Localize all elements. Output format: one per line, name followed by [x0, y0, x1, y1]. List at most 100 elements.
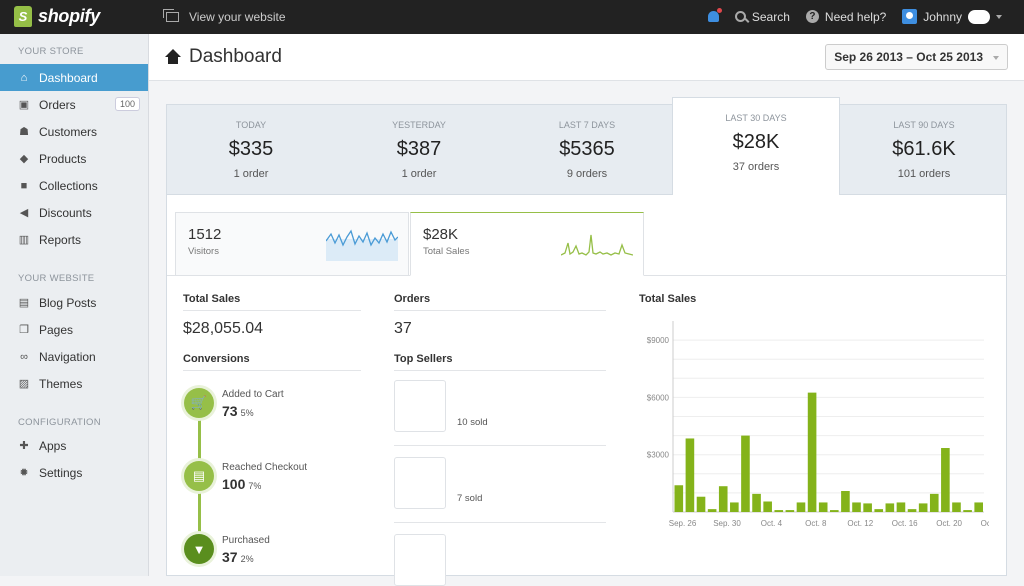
stat-label: TODAY	[235, 120, 267, 130]
chart-bar	[841, 490, 850, 512]
sidebar-item-products[interactable]: ◆ Products	[0, 145, 148, 172]
image-icon: ▨	[18, 378, 30, 390]
stat-label: YESTERDAY	[392, 120, 446, 130]
sidebar-item-pages[interactable]: ❐ Pages	[0, 316, 148, 343]
x-tick-label: Oct. 24	[981, 519, 989, 528]
x-tick-label: Oct. 20	[936, 519, 962, 528]
product-thumbnail[interactable]	[394, 457, 446, 509]
sidebar-section-title: YOUR STORE	[18, 46, 84, 57]
conversion-name: Reached Checkout	[222, 462, 308, 473]
sidebar-item-reports[interactable]: ▥ Reports	[0, 226, 148, 253]
search-button[interactable]: Search	[734, 10, 790, 24]
sidebar-item-customers[interactable]: ☗ Customers	[0, 118, 148, 145]
conversion-name: Added to Cart	[222, 389, 284, 400]
sidebar-item-label: Customers	[39, 124, 98, 139]
customers-icon: ☗	[19, 126, 29, 138]
sidebar-section-title: CONFIGURATION	[18, 417, 101, 428]
chart-bar	[907, 509, 917, 512]
conversion-value: 73 5%	[222, 403, 254, 419]
shopify-logo[interactable]: shopify	[14, 6, 100, 27]
product-thumbnail[interactable]	[394, 534, 446, 586]
chart-bar	[796, 502, 806, 512]
sidebar-item-label: Orders	[39, 97, 76, 112]
sidebar-item-discounts[interactable]: ◀ Discounts	[0, 199, 148, 226]
stat-orders: 9 orders	[566, 168, 608, 180]
sidebar-item-orders[interactable]: ▣ Orders 100	[0, 91, 148, 118]
sidebar-item-label: Discounts	[39, 205, 92, 220]
sidebar-item-label: Apps	[39, 438, 67, 453]
view-website-link[interactable]: View your website	[163, 9, 286, 24]
chart-bar	[752, 493, 761, 512]
chart-bar	[874, 509, 884, 512]
sidebar-item-label: Pages	[39, 322, 74, 337]
date-range-picker[interactable]: Sep 26 2013 – Oct 25 2013	[825, 44, 1008, 70]
sidebar-item-apps[interactable]: ✚ Apps	[0, 432, 148, 459]
chart-bar	[785, 510, 795, 512]
x-tick-label: Oct. 16	[892, 519, 918, 528]
help-label: Need help?	[824, 9, 887, 24]
chart-bar	[830, 510, 839, 512]
avatar	[902, 9, 918, 24]
stat-last-30-days[interactable]: LAST 30 DAYS $28K 37 orders	[672, 97, 840, 197]
stat-value: $387	[396, 138, 442, 160]
orders-value: 37	[394, 320, 412, 337]
collections-icon: ■	[20, 179, 28, 192]
tab-visitors[interactable]: 1512 Visitors	[175, 212, 409, 276]
chart-bar	[741, 435, 750, 512]
stat-last-90-days[interactable]: LAST 90 DAYS $61.6K 101 orders	[840, 105, 1008, 196]
product-thumbnail[interactable]	[394, 380, 446, 432]
sidebar-item-settings[interactable]: ✹ Settings	[0, 459, 148, 486]
sidebar: YOUR STORE ⌂ Dashboard ▣ Orders 100 ☗ Cu…	[0, 34, 149, 576]
stat-orders: 37 orders	[732, 161, 780, 173]
chart-bar	[952, 502, 961, 512]
conversion-pct: 2%	[240, 554, 254, 564]
sidebar-item-dashboard[interactable]: ⌂ Dashboard	[0, 64, 148, 91]
register-icon: ▤	[184, 461, 214, 491]
chart-bar	[852, 502, 861, 512]
chart-bar	[763, 501, 772, 512]
x-tick-label: Oct. 4	[761, 519, 783, 528]
stat-yesterday[interactable]: YESTERDAY $387 1 order	[335, 105, 503, 196]
sidebar-item-label: Navigation	[39, 349, 96, 364]
chart-bar	[818, 502, 828, 512]
tab-total-sales[interactable]: $28K Total Sales	[410, 212, 644, 276]
divider	[183, 370, 361, 371]
chart-bar	[685, 438, 695, 512]
sidebar-item-blog-posts[interactable]: ▤ Blog Posts	[0, 289, 148, 316]
tab-value: $28K	[423, 226, 459, 243]
stat-last-7-days[interactable]: LAST 7 DAYS $5365 9 orders	[503, 105, 671, 196]
help-button[interactable]: ? Need help?	[805, 9, 887, 24]
link-icon: ∞	[20, 350, 28, 363]
sidebar-item-themes[interactable]: ▨ Themes	[0, 370, 148, 397]
chart-bar	[807, 392, 817, 512]
external-window-icon	[163, 9, 179, 22]
conversion-count: 100	[222, 476, 246, 492]
product-sold-count: 7 sold	[457, 493, 483, 504]
chart-bar	[974, 502, 983, 512]
sidebar-item-collections[interactable]: ■ Collections	[0, 172, 148, 199]
shopping-bag-icon	[14, 6, 32, 27]
sidebar-item-navigation[interactable]: ∞ Navigation	[0, 343, 148, 370]
question-icon: ?	[805, 10, 819, 23]
sidebar-section-title: YOUR WEBSITE	[18, 273, 95, 284]
chart-bar	[963, 510, 972, 512]
divider	[394, 310, 606, 311]
divider	[394, 370, 606, 371]
tag-icon: ◆	[19, 153, 29, 165]
stat-value: $28K	[732, 131, 780, 153]
purchased-icon: ▼	[184, 534, 214, 564]
page-title-text: Dashboard	[189, 46, 282, 67]
notification-bell-icon[interactable]	[707, 8, 722, 22]
date-range-label: Sep 26 2013 – Oct 25 2013	[834, 50, 983, 64]
sidebar-item-label: Collections	[39, 178, 98, 193]
x-tick-label: Oct. 8	[805, 519, 827, 528]
conversion-name: Purchased	[222, 535, 270, 546]
user-menu[interactable]: Johnny	[902, 9, 1002, 24]
conversion-value: 37 2%	[222, 549, 254, 565]
brand-name: shopify	[38, 6, 100, 26]
tab-label: Total Sales	[423, 246, 470, 257]
conversion-value: 100 7%	[222, 476, 261, 492]
stat-today[interactable]: TODAY $335 1 order	[167, 105, 335, 196]
conversion-count: 73	[222, 403, 238, 419]
stats-row: TODAY $335 1 order YESTERDAY $387 1 orde…	[166, 97, 1008, 197]
